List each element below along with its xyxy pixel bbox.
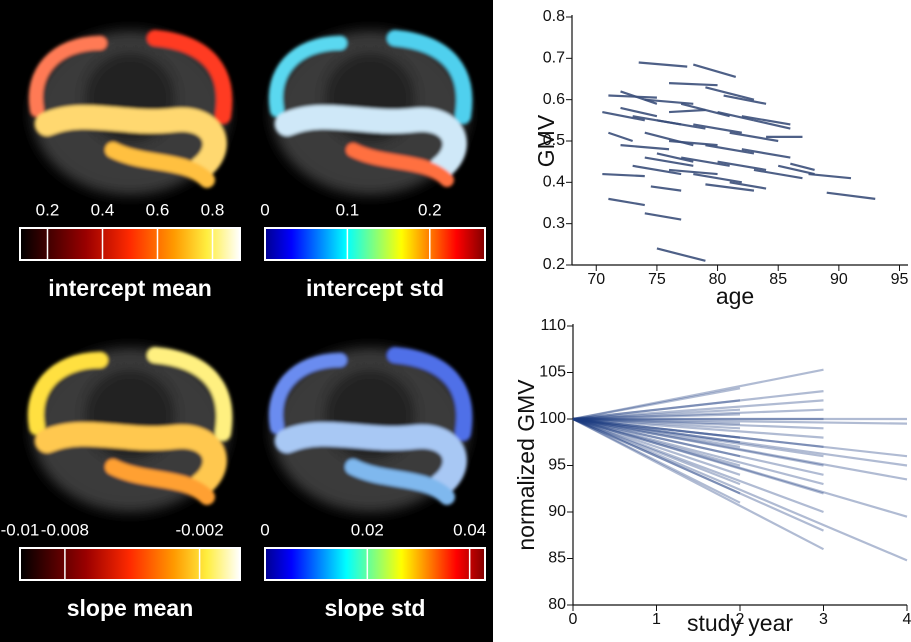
- x-tick-label: 70: [587, 271, 605, 288]
- y-tick-label: 0.2: [543, 256, 565, 273]
- line-segment: [718, 112, 754, 120]
- colorbar-tick-label: -0.002: [175, 520, 223, 539]
- colorbar-tick-label: 0.2: [36, 200, 60, 219]
- panel-label: slope std: [325, 595, 426, 621]
- y-tick-label: 0.6: [543, 91, 565, 108]
- colorbar: [20, 548, 240, 580]
- line-segment: [754, 170, 803, 178]
- y-tick-label: 0.4: [543, 174, 565, 191]
- y-tick-label: 0.7: [543, 50, 565, 67]
- line-segment: [573, 419, 907, 560]
- line-segment: [669, 110, 705, 112]
- line-segment: [602, 174, 644, 176]
- colorbar-tick-label: 0.2: [418, 200, 442, 219]
- y-axis-label: GMV: [533, 114, 559, 167]
- colorbar-tick-label: 0.4: [91, 200, 115, 219]
- y-tick-label: 100: [539, 410, 566, 427]
- colorbar: [20, 228, 240, 260]
- colorbar-tick-label: -0.01: [1, 520, 40, 539]
- x-tick-label: 95: [891, 271, 909, 288]
- line-segment: [657, 248, 706, 260]
- colorbar-tick-label: 0.6: [146, 200, 170, 219]
- line-segment: [645, 213, 681, 219]
- panel-label: slope mean: [67, 595, 194, 621]
- y-tick-label: 90: [548, 503, 566, 520]
- line-segment: [669, 83, 718, 85]
- line-segment: [608, 133, 632, 141]
- colorbar-tick-label: 0: [260, 200, 269, 219]
- colorbar: [265, 548, 485, 580]
- x-tick-label: 75: [648, 271, 666, 288]
- page: 0.2 0.4 0.6 0.8 intercept mean 0 0.1 0.2 interce…: [0, 0, 911, 642]
- x-axis-label: study year: [687, 610, 793, 636]
- brain-image: [272, 348, 468, 512]
- line-segment: [693, 65, 735, 77]
- line-segment: [778, 166, 814, 174]
- x-tick-label: 1: [652, 611, 661, 628]
- y-tick-label: 110: [540, 317, 566, 334]
- line-segment: [621, 108, 657, 116]
- x-axis-label: age: [716, 283, 754, 309]
- y-tick-label: 105: [539, 364, 566, 381]
- line-segment: [827, 193, 876, 199]
- x-tick-label: 3: [819, 611, 828, 628]
- line-segment: [693, 174, 742, 182]
- brain-image: [272, 31, 468, 195]
- colorbar-tick-label: 0.1: [336, 200, 360, 219]
- x-tick-label: 4: [903, 611, 911, 628]
- y-tick-label: 95: [548, 457, 566, 474]
- colorbar-tick-label: 0.02: [351, 520, 384, 539]
- brain-image: [32, 348, 228, 512]
- colorbar-tick-label: 0.8: [201, 200, 225, 219]
- y-tick-label: 0.3: [543, 215, 565, 232]
- colorbar-tick-label: 0.04: [453, 520, 486, 539]
- line-segment: [809, 174, 851, 178]
- panel-label: intercept std: [306, 275, 444, 301]
- colorbar-tick-label: 0: [260, 520, 269, 539]
- panel-label: intercept mean: [48, 275, 212, 301]
- colorbar: [265, 228, 485, 260]
- x-tick-label: 90: [830, 271, 848, 288]
- x-tick-label: 0: [569, 611, 578, 628]
- y-tick-label: 85: [548, 550, 566, 567]
- brain-image: [32, 31, 228, 195]
- line-segment: [621, 145, 670, 149]
- colorbar-tick-label: -0.008: [41, 520, 89, 539]
- y-axis-label: normalized GMV: [513, 379, 539, 551]
- line-segment: [651, 186, 681, 190]
- figure: 0.2 0.4 0.6 0.8 intercept mean 0 0.1 0.2 interce…: [0, 0, 911, 642]
- line-segment: [639, 62, 688, 66]
- x-tick-label: 85: [769, 271, 787, 288]
- y-tick-label: 0.8: [543, 8, 565, 25]
- y-tick-label: 80: [548, 596, 566, 613]
- line-segment: [608, 199, 644, 205]
